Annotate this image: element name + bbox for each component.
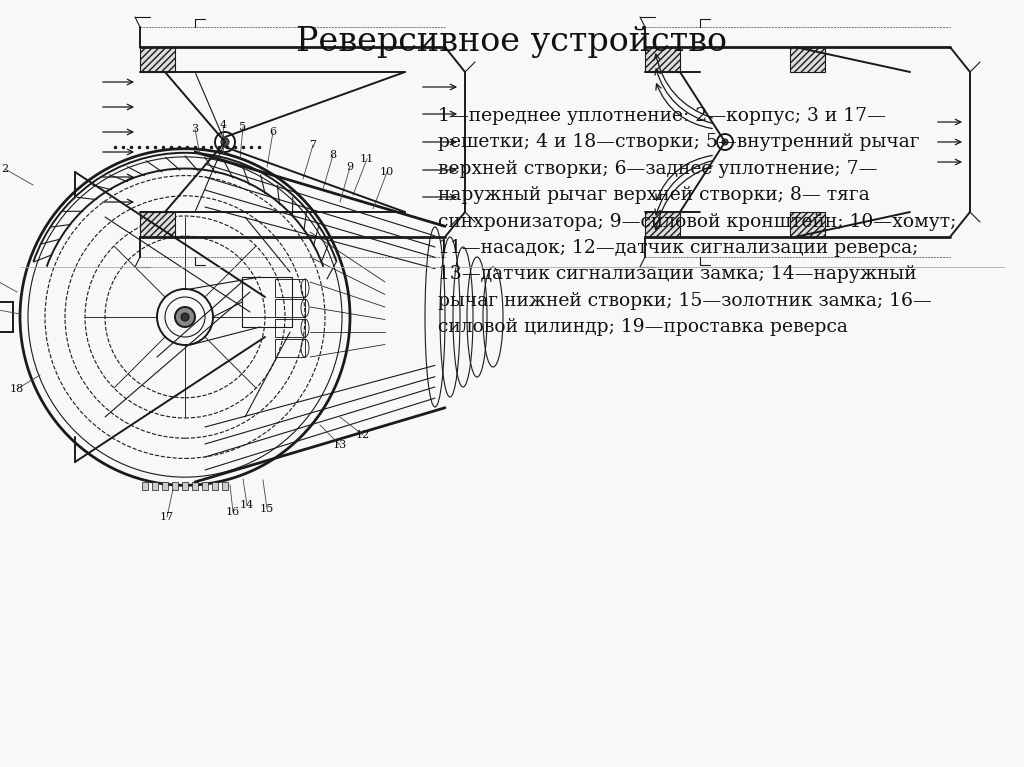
Text: 9: 9 [346, 162, 353, 172]
Bar [152, 482, 158, 490]
Bar [182, 482, 188, 490]
Text: 10: 10 [380, 167, 394, 177]
Text: 1—переднее уплотнение: 2—корпус; 3 и 17—
решетки; 4 и 18—створки; 5—внутренний р: 1—переднее уплотнение: 2—корпус; 3 и 17—… [438, 107, 956, 336]
Bar [140, 47, 175, 72]
Bar [202, 482, 208, 490]
Text: 16: 16 [226, 507, 240, 517]
Ellipse shape [175, 307, 195, 327]
Text: 2: 2 [1, 164, 8, 174]
Bar [790, 47, 825, 72]
Bar [162, 482, 168, 490]
Bar [172, 482, 178, 490]
Bar [0, 302, 13, 332]
Bar [790, 212, 825, 237]
Bar [142, 482, 148, 490]
Ellipse shape [181, 313, 189, 321]
Bar [212, 482, 218, 490]
Text: 6: 6 [269, 127, 276, 137]
Bar [275, 299, 305, 317]
Bar [275, 279, 305, 297]
Ellipse shape [717, 134, 733, 150]
Text: 8: 8 [330, 150, 337, 160]
Text: 17: 17 [160, 512, 174, 522]
Text: 18: 18 [10, 384, 25, 394]
Text: 7: 7 [309, 140, 316, 150]
Text: 4: 4 [219, 120, 226, 130]
Bar [275, 319, 305, 337]
Bar [222, 482, 228, 490]
Text: Реверсивное устройство: Реверсивное устройство [297, 26, 727, 58]
Text: 3: 3 [191, 124, 199, 134]
Text: 5: 5 [240, 122, 247, 132]
Ellipse shape [221, 138, 229, 146]
Bar [275, 339, 305, 357]
Ellipse shape [215, 132, 234, 152]
Text: 15: 15 [260, 504, 274, 514]
Bar [645, 212, 680, 237]
Ellipse shape [722, 139, 728, 145]
Text: 11: 11 [359, 154, 374, 164]
Bar [645, 47, 680, 72]
Text: 14: 14 [240, 500, 254, 510]
Bar [140, 212, 175, 237]
Bar [193, 482, 198, 490]
Text: 12: 12 [356, 430, 370, 440]
Text: 13: 13 [333, 440, 347, 450]
